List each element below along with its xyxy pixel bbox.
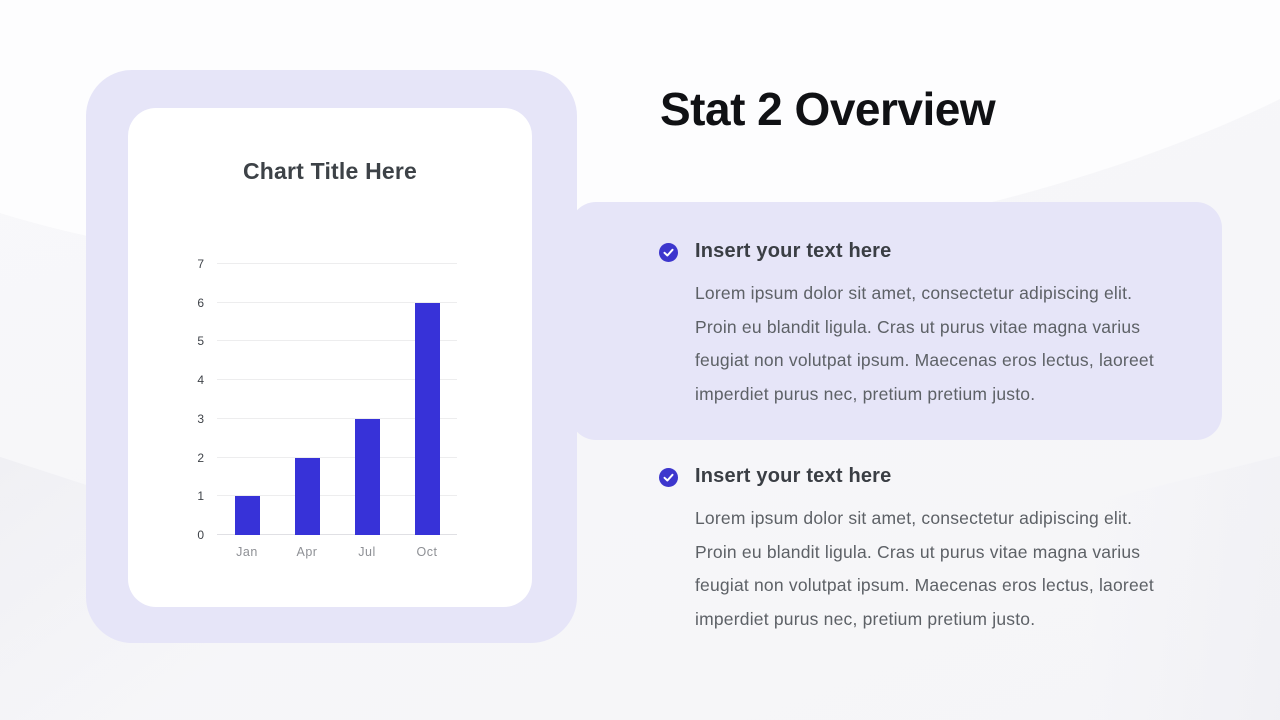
y-axis-tick-label: 2 bbox=[197, 450, 204, 465]
bullet-2-header: Insert your text here bbox=[659, 465, 1179, 488]
check-circle-icon bbox=[659, 468, 678, 487]
y-axis-tick-label: 6 bbox=[197, 295, 204, 310]
x-axis-tick-label: Apr bbox=[296, 545, 318, 559]
gridline bbox=[217, 379, 457, 381]
bullet-heading: Insert your text here bbox=[695, 240, 892, 262]
bar-jan bbox=[234, 496, 260, 535]
y-axis-tick-label: 1 bbox=[197, 489, 204, 504]
text-panel bbox=[570, 202, 1222, 440]
y-axis-tick-label: 4 bbox=[197, 373, 204, 388]
chart-panel: Chart Title Here 0 1 2 3 4 5 6 7 Jan Apr Jul Oct bbox=[86, 70, 577, 643]
x-axis-tick-label: Oct bbox=[416, 545, 438, 559]
x-axis-tick-label: Jan bbox=[236, 545, 258, 559]
gridline bbox=[217, 534, 457, 535]
gridline bbox=[217, 340, 457, 342]
bullet-heading: Insert your text here bbox=[695, 465, 892, 487]
gridline bbox=[217, 301, 457, 303]
bar-oct bbox=[414, 302, 440, 535]
bullet-1-header: Insert your text here bbox=[659, 240, 1179, 263]
check-circle-icon bbox=[659, 243, 678, 262]
bullet-block-1: Insert your text here Lorem ipsum dolor … bbox=[659, 240, 1179, 411]
gridline bbox=[217, 417, 457, 419]
bullet-body-text: Lorem ipsum dolor sit amet, consectetur … bbox=[695, 283, 1154, 404]
chart-title: Chart Title Here bbox=[242, 158, 418, 184]
page-title: Stat 2 Overview bbox=[660, 83, 996, 135]
gridline bbox=[217, 495, 457, 497]
bullet-block-2: Insert your text here Lorem ipsum dolor … bbox=[659, 465, 1179, 636]
bar-jul bbox=[354, 418, 380, 535]
gridline bbox=[217, 456, 457, 458]
bar-apr bbox=[294, 457, 320, 535]
y-axis-tick-label: 5 bbox=[197, 334, 204, 349]
y-axis-tick-label: 7 bbox=[197, 257, 204, 271]
y-axis-tick-label: 0 bbox=[197, 528, 204, 542]
y-axis-tick-label: 3 bbox=[197, 411, 204, 426]
bullet-body-text: Lorem ipsum dolor sit amet, consectetur … bbox=[695, 508, 1154, 629]
chart-card: Chart Title Here 0 1 2 3 4 5 6 7 Jan Apr Jul Oct bbox=[128, 108, 532, 607]
x-axis-tick-label: Jul bbox=[358, 545, 376, 559]
gridline bbox=[217, 263, 457, 264]
bar-chart-plot: 0 1 2 3 4 5 6 7 Jan Apr Jul Oct bbox=[197, 257, 457, 559]
